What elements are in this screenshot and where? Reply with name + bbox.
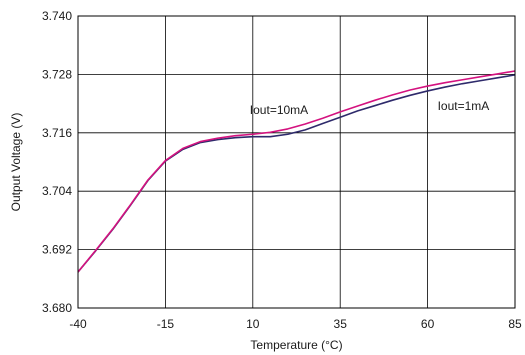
y-tick-label: 3.680	[42, 301, 72, 315]
x-tick-label: 35	[334, 317, 348, 331]
series-label-iout-10ma: Iout=10mA	[250, 103, 308, 117]
series-lines	[77, 70, 516, 273]
x-tick-labels: -40 -15 10 35 60 85	[69, 317, 522, 331]
plot-frame	[77, 15, 516, 309]
series-label-iout-1ma: Iout=1mA	[438, 99, 490, 113]
y-tick-labels: 3.680 3.692 3.704 3.716 3.728 3.740	[42, 9, 72, 315]
x-axis-label: Temperature (°C)	[250, 338, 342, 352]
x-tick-label: 10	[246, 317, 260, 331]
x-tick-label: 60	[421, 317, 435, 331]
series-line-iout-10ma	[77, 70, 516, 273]
y-tick-label: 3.692	[42, 243, 72, 257]
y-tick-label: 3.740	[42, 9, 72, 23]
grid-lines	[78, 16, 515, 308]
x-tick-label: -15	[157, 317, 175, 331]
y-tick-label: 3.716	[42, 126, 72, 140]
y-tick-label: 3.704	[42, 184, 72, 198]
x-tick-label: -40	[69, 317, 87, 331]
y-axis-label: Output Voltage (V)	[9, 113, 23, 212]
y-tick-label: 3.728	[42, 67, 72, 81]
x-tick-label: 85	[508, 317, 522, 331]
